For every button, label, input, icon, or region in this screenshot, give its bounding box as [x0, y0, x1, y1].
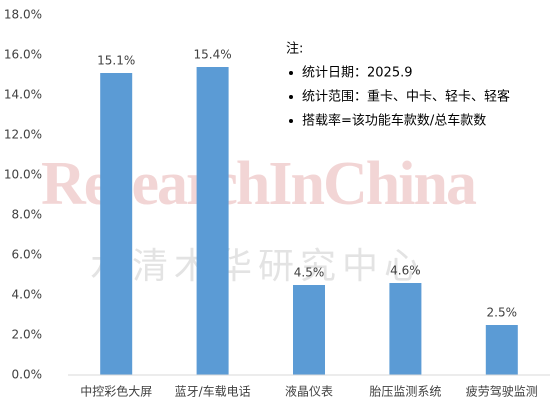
note-text: 搭载率=该功能车款数/总车款数	[302, 113, 486, 129]
bar	[293, 285, 325, 375]
value-label: 2.5%	[487, 306, 518, 320]
note-bullet	[289, 95, 293, 99]
y-tick-label: 6.0%	[12, 248, 43, 262]
y-tick-label: 14.0%	[4, 88, 42, 102]
watermark-cn: 水清木华研究中心	[90, 246, 426, 287]
y-tick-label: 12.0%	[4, 128, 42, 142]
bar	[485, 325, 518, 375]
value-label: 15.4%	[194, 48, 232, 62]
note-bullet	[289, 71, 293, 75]
note-text: 统计日期：2025.9	[302, 66, 413, 81]
value-label: 15.1%	[97, 54, 135, 68]
bar	[100, 73, 133, 375]
x-tick-label: 中控彩色大屏	[80, 384, 152, 399]
value-label: 4.6%	[390, 264, 421, 278]
x-tick-label: 胎压监测系统	[369, 385, 441, 399]
x-tick-label: 蓝牙/车载电话	[175, 384, 251, 399]
y-tick-label: 0.0%	[12, 368, 43, 382]
x-tick-label: 疲劳驾驶监测	[466, 384, 538, 399]
y-tick-label: 8.0%	[12, 208, 43, 222]
y-tick-label: 4.0%	[12, 288, 43, 302]
y-tick-label: 16.0%	[4, 48, 42, 62]
note-text: 统计范围：重卡、中卡、轻卡、轻客	[302, 89, 510, 105]
bar	[196, 67, 229, 375]
note-title: 注:	[286, 42, 303, 57]
bar	[389, 283, 422, 375]
y-tick-label: 2.0%	[12, 328, 43, 342]
note-bullet	[289, 119, 293, 123]
y-tick-label: 10.0%	[4, 168, 42, 182]
value-label: 4.5%	[294, 266, 325, 280]
y-tick-label: 18.0%	[4, 8, 42, 22]
x-tick-label: 液晶仪表	[285, 384, 333, 399]
